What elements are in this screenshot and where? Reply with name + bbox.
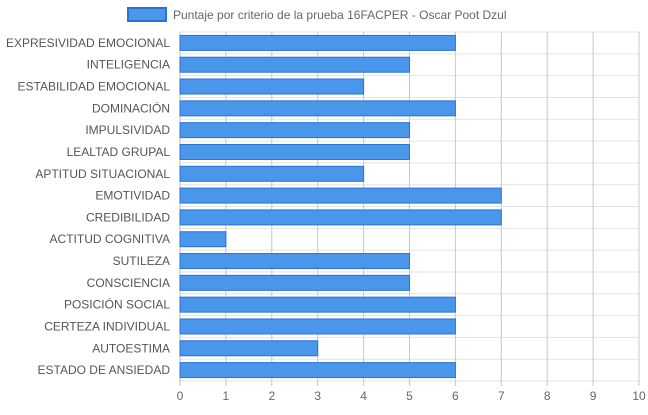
- y-tick-label: INTELIGENCIA: [87, 58, 170, 72]
- y-tick-label: EXPRESIVIDAD EMOCIONAL: [6, 36, 170, 50]
- y-axis-labels: EXPRESIVIDAD EMOCIONAL INTELIGENCIA ESTABI…: [6, 36, 170, 377]
- bar[interactable]: [179, 187, 502, 204]
- bar[interactable]: [179, 56, 410, 73]
- legend-label[interactable]: Puntaje por criterio de la prueba 16FACP…: [173, 8, 507, 22]
- chart-legend[interactable]: Puntaje por criterio de la prueba 16FACP…: [127, 7, 507, 22]
- x-tick-label: 8: [544, 389, 551, 403]
- x-axis-labels: 0 1 2 3 4 5 6 7 8 9 10: [177, 389, 646, 403]
- y-tick-label: DOMINACIÓN: [92, 100, 170, 115]
- x-tick-label: 9: [590, 389, 597, 403]
- y-tick-label: LEALTAD GRUPAL: [67, 145, 171, 159]
- y-tick-label: SUTILEZA: [113, 254, 170, 268]
- bar[interactable]: [179, 318, 456, 335]
- x-tick-label: 5: [406, 389, 413, 403]
- chart-bars: [179, 34, 502, 379]
- y-tick-label: CERTEZA INDIVIDUAL: [44, 319, 170, 333]
- y-tick-label: IMPULSIVIDAD: [85, 123, 170, 137]
- bar[interactable]: [179, 34, 456, 51]
- y-tick-label: CONSCIENCIA: [87, 276, 170, 290]
- bar[interactable]: [179, 122, 410, 139]
- y-tick-label: AUTOESTIMA: [92, 341, 170, 355]
- bar[interactable]: [179, 209, 502, 226]
- bar[interactable]: [179, 165, 365, 182]
- y-tick-label: APTITUD SITUACIONAL: [35, 167, 170, 181]
- bar[interactable]: [179, 253, 410, 270]
- bar[interactable]: [179, 231, 227, 248]
- bar[interactable]: [179, 78, 365, 95]
- y-tick-label: ACTITUD COGNITIVA: [50, 232, 170, 246]
- bar[interactable]: [179, 274, 410, 291]
- bar[interactable]: [179, 340, 319, 357]
- bar[interactable]: [179, 362, 456, 379]
- x-tick-label: 10: [632, 389, 646, 403]
- x-tick-label: 1: [223, 389, 230, 403]
- bar[interactable]: [179, 100, 456, 117]
- x-tick-label: 0: [177, 389, 184, 403]
- y-tick-label: ESTABILIDAD EMOCIONAL: [18, 80, 171, 94]
- y-tick-label: ESTADO DE ANSIEDAD: [38, 363, 171, 377]
- y-tick-label: POSICIÓN SOCIAL: [64, 297, 170, 312]
- x-tick-label: 4: [360, 389, 367, 403]
- x-tick-label: 3: [314, 389, 321, 403]
- x-tick-label: 7: [498, 389, 505, 403]
- y-tick-label: CREDIBILIDAD: [86, 210, 170, 224]
- x-tick-label: 6: [452, 389, 459, 403]
- x-tick-label: 2: [268, 389, 275, 403]
- legend-swatch[interactable]: [127, 7, 167, 22]
- bar[interactable]: [179, 296, 456, 313]
- y-tick-label: EMOTIVIDAD: [95, 189, 170, 203]
- bar[interactable]: [179, 143, 410, 160]
